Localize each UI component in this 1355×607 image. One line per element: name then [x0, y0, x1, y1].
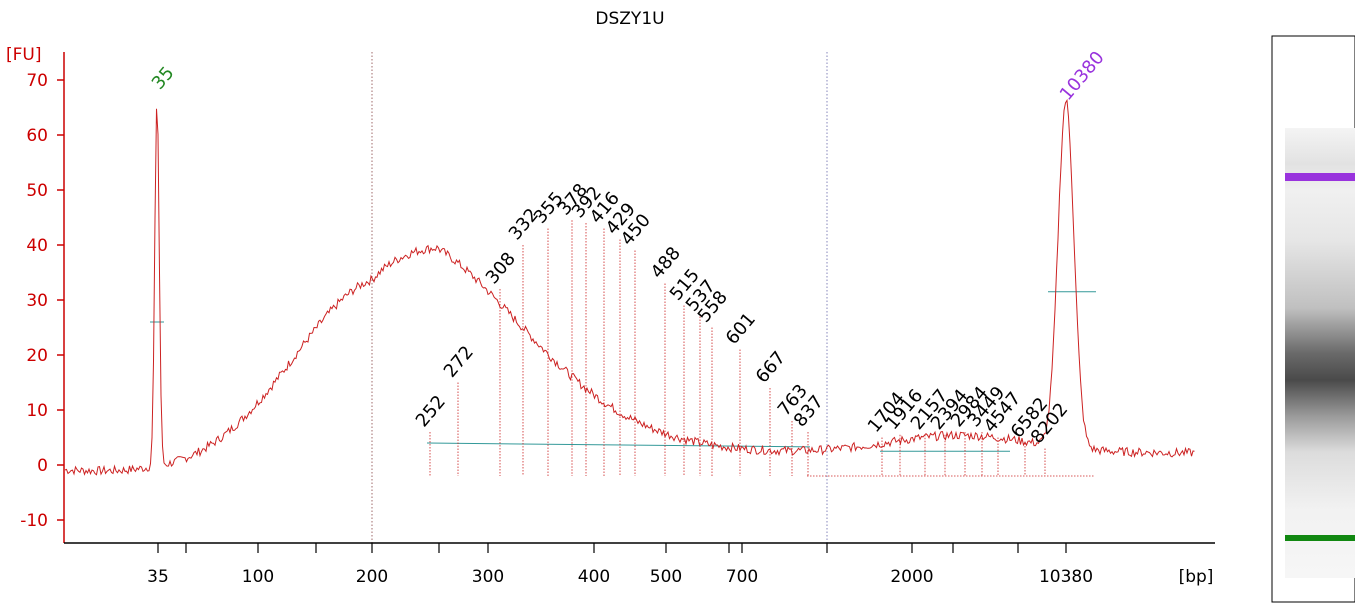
marker-label: 35: [148, 63, 179, 94]
peak-label: 601: [722, 309, 760, 349]
x-axis: 35 100 200 300 400 500 700 2000 10380: [64, 542, 1215, 587]
peak-label: 252: [412, 391, 450, 431]
peak-label: 667: [752, 347, 790, 387]
y-tick-label: 10: [26, 401, 48, 421]
x-tick-label: 2000: [890, 567, 933, 587]
y-tick-label: 0: [37, 456, 48, 476]
gridlines: [371, 52, 828, 543]
y-tick-label: 20: [26, 346, 48, 366]
y-axis: -10 0 10 20 30 40 50 60 70: [20, 52, 65, 543]
y-tick-label: 40: [26, 236, 48, 256]
peak-baselines: [150, 291, 1096, 452]
peak-label: 308: [482, 248, 520, 288]
peak-drop-lines: [429, 220, 1095, 477]
gel-upper-marker-band: [1285, 173, 1355, 181]
x-tick-label: 700: [726, 567, 758, 587]
x-tick-label: 400: [578, 567, 610, 587]
x-axis-label: [bp]: [1179, 567, 1214, 587]
gel-lane: [1271, 35, 1355, 603]
peak-label: 272: [440, 342, 478, 382]
x-tick-label: 10380: [1039, 567, 1093, 587]
fluorescence-trace: [64, 98, 1195, 476]
x-tick-label: 500: [650, 567, 682, 587]
x-tick-label: 100: [242, 567, 274, 587]
x-tick-label: 200: [356, 567, 388, 587]
x-tick-label: 300: [472, 567, 504, 587]
chart-title: DSZY1U: [595, 9, 664, 29]
y-tick-label: 30: [26, 291, 48, 311]
marker-labels: 35 10380: [148, 47, 1109, 104]
marker-label: 10380: [1056, 47, 1109, 104]
y-axis-label: [FU]: [6, 45, 42, 65]
y-tick-label: 70: [26, 71, 48, 91]
y-tick-label: 60: [26, 126, 48, 146]
gel-lane-bands: [1285, 128, 1355, 578]
gel-lower-marker-band: [1285, 535, 1355, 541]
y-tick-label: -10: [20, 511, 48, 531]
y-tick-label: 50: [26, 181, 48, 201]
x-tick-label: 35: [147, 567, 169, 587]
